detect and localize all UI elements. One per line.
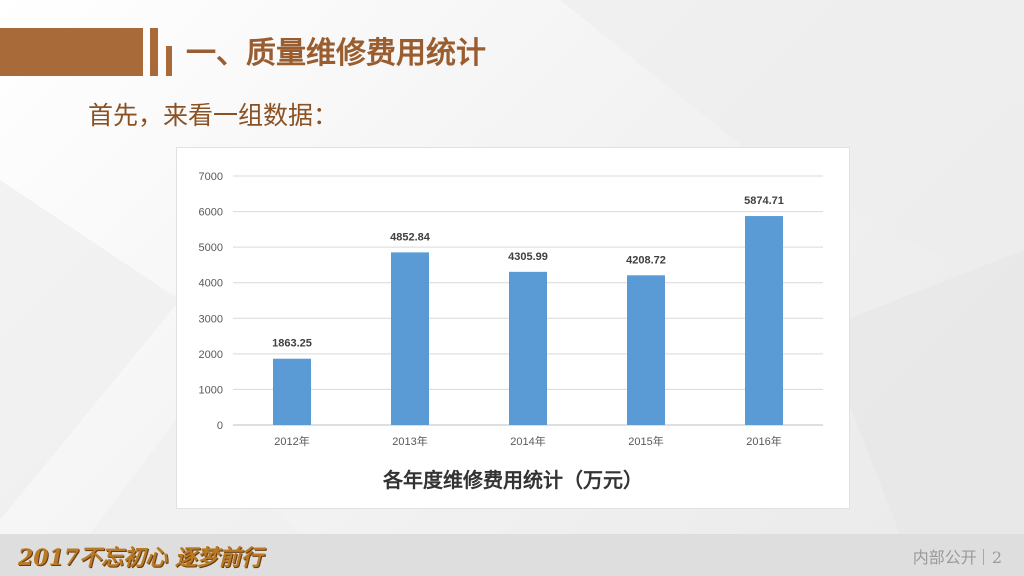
data-label: 1863.25 xyxy=(272,338,312,350)
data-label: 5874.71 xyxy=(744,195,784,207)
y-tick-label: 6000 xyxy=(199,207,223,219)
bar xyxy=(509,271,547,425)
y-tick-label: 5000 xyxy=(199,242,223,254)
y-tick-label: 0 xyxy=(217,420,223,432)
bar xyxy=(273,358,311,425)
data-label: 4852.84 xyxy=(390,231,431,243)
footer-bar: 2017不忘初心 逐梦前行 内部公开 2 xyxy=(0,534,1024,576)
x-tick-label: 2013年 xyxy=(392,434,427,448)
bar xyxy=(627,275,665,425)
y-tick-label: 3000 xyxy=(199,313,223,325)
bar-chart: 0 1000 2000 3000 4000 5000 6000 7000 1863.25 2012… xyxy=(199,171,823,448)
chart-panel: 0 1000 2000 3000 4000 5000 6000 7000 1863.25 2012… xyxy=(176,147,850,509)
slide-title: 一、质量维修费用统计 xyxy=(186,36,486,71)
bar xyxy=(745,216,783,425)
footer-info: 内部公开 2 xyxy=(913,544,1002,568)
page-number: 2 xyxy=(991,548,1002,567)
x-tick-label: 2014年 xyxy=(510,434,545,448)
title-accent-stripe-short xyxy=(166,46,172,76)
data-label: 4305.99 xyxy=(508,251,548,263)
x-tick-label: 2012年 xyxy=(274,434,309,448)
title-accent-block xyxy=(0,28,143,76)
title-accent-stripe xyxy=(150,28,158,76)
y-tick-label: 1000 xyxy=(199,384,223,396)
y-tick-label: 7000 xyxy=(199,171,223,183)
y-tick-label: 2000 xyxy=(199,349,223,361)
slide-subtitle: 首先，来看一组数据： xyxy=(88,101,339,130)
y-tick-label: 4000 xyxy=(199,278,223,290)
x-tick-label: 2015年 xyxy=(628,434,663,448)
footer-slogan: 2017不忘初心 逐梦前行 xyxy=(18,545,263,571)
data-label: 4208.72 xyxy=(626,254,666,266)
footer-divider xyxy=(982,549,984,565)
bar xyxy=(391,252,429,425)
chart-title: 各年度维修费用统计（万元） xyxy=(383,468,643,492)
x-tick-label: 2016年 xyxy=(746,434,781,448)
footer-label: 内部公开 xyxy=(912,548,977,567)
